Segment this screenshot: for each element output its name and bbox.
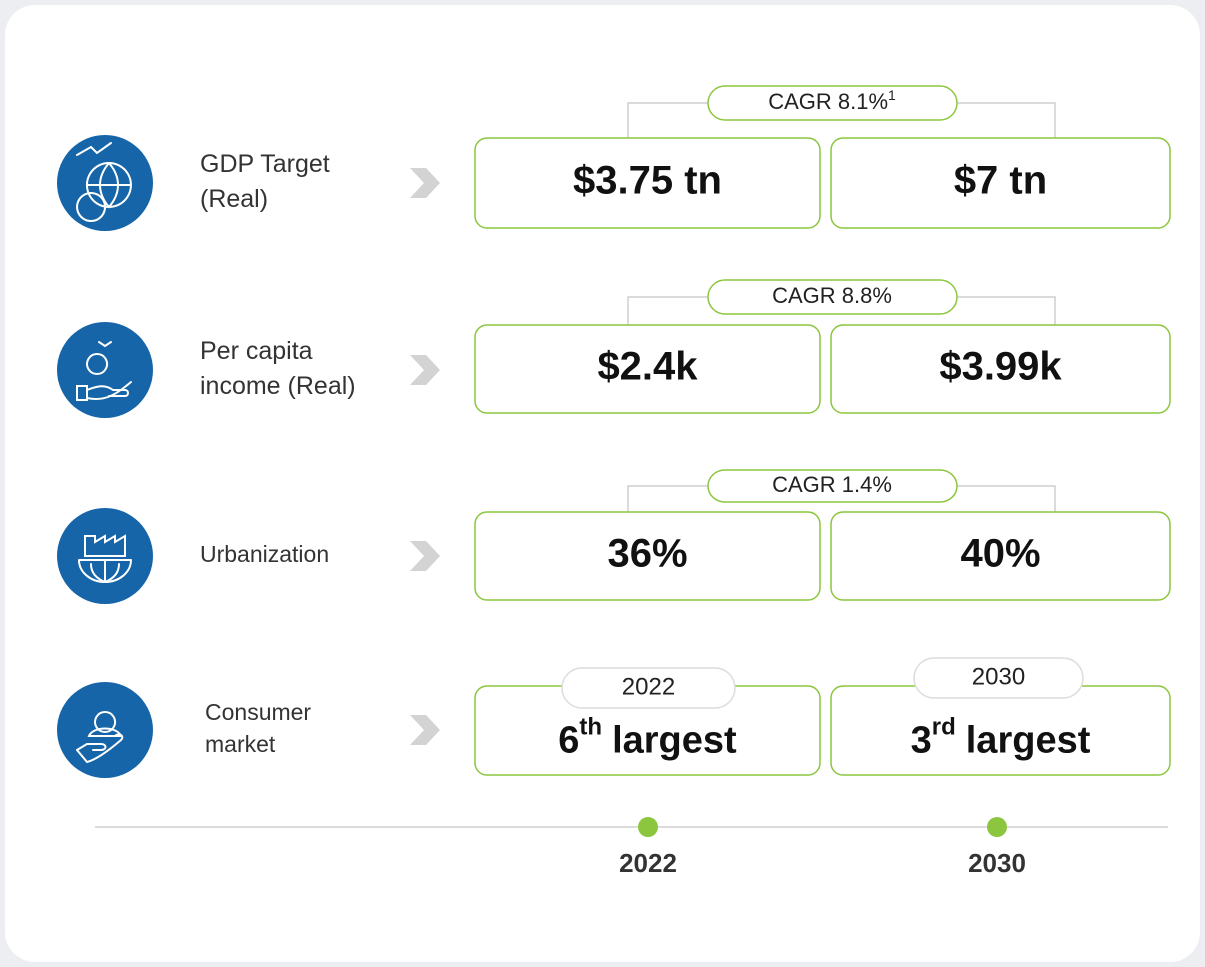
value-label: 3rd largest: [911, 714, 1091, 762]
icon-circle: [57, 682, 153, 778]
cagr-pill: [707, 85, 958, 121]
cagr-label: CAGR 8.8%: [772, 283, 892, 308]
connector: [627, 296, 1056, 325]
value-label: 40%: [960, 532, 1040, 576]
icon: [76, 711, 124, 764]
value-suffix: th: [579, 714, 602, 741]
timeline-dot: [987, 817, 1007, 837]
row: GDP Target (Real) CAGR 8.1%1 $3.75 tn $7 tn: [57, 85, 1171, 231]
row-label: market: [205, 731, 276, 757]
value-box: [474, 511, 821, 601]
value-suffix: rd: [932, 714, 956, 741]
connector: [627, 485, 1056, 512]
year-label: 2022: [622, 673, 675, 700]
value-box: [830, 137, 1171, 229]
value-label: $3.75 tn: [573, 159, 722, 203]
chevron: [410, 715, 440, 745]
cagr-text: CAGR 1.4%: [772, 472, 892, 497]
value-label: 6th largest: [558, 714, 737, 762]
cagr-pill: [707, 469, 958, 503]
value-text: largest: [966, 720, 1091, 762]
timeline-year: 2022: [619, 848, 677, 878]
value-label: $2.4k: [597, 345, 698, 389]
chevron: [410, 355, 440, 385]
timeline-dot: [638, 817, 658, 837]
value-label: 36%: [607, 532, 687, 576]
row-label: income (Real): [200, 372, 356, 400]
row-label: Urbanization: [200, 541, 329, 567]
row-label: (Real): [200, 185, 268, 213]
chevron: [410, 168, 440, 198]
value-box: [474, 324, 821, 414]
cagr-text: CAGR 8.1%: [768, 89, 888, 114]
value-label: $7 tn: [954, 159, 1047, 203]
cagr-label: CAGR 8.1%1: [768, 87, 896, 114]
cagr-text: CAGR 8.8%: [772, 283, 892, 308]
value-number: 3: [911, 720, 932, 762]
cagr-pill: [707, 279, 958, 315]
value-box: [830, 511, 1171, 601]
value-number: 6: [558, 720, 579, 762]
row-label: Consumer: [205, 699, 311, 725]
row: Urbanization CAGR 1.4% 36% 40%: [57, 469, 1171, 604]
icon: [76, 341, 132, 401]
icon: [78, 534, 132, 584]
connector: [627, 102, 1056, 138]
cagr-label: CAGR 1.4%: [772, 472, 892, 497]
row-label: Per capita: [200, 337, 313, 365]
icon-circle: [57, 135, 153, 231]
timeline-year: 2030: [968, 848, 1026, 878]
value-text: largest: [612, 720, 737, 762]
value-label: $3.99k: [939, 345, 1062, 389]
value-box: [830, 324, 1171, 414]
year-label: 2030: [972, 663, 1025, 690]
row: Per capita income (Real) CAGR 8.8% $2.4k $3.…: [57, 279, 1171, 418]
cagr-footnote: 1: [888, 87, 896, 103]
year-pill: [561, 667, 736, 709]
year-pill: [913, 657, 1084, 699]
chevron: [410, 541, 440, 571]
value-box: [474, 137, 821, 229]
row-label: GDP Target: [200, 150, 330, 178]
icon: [76, 142, 132, 222]
